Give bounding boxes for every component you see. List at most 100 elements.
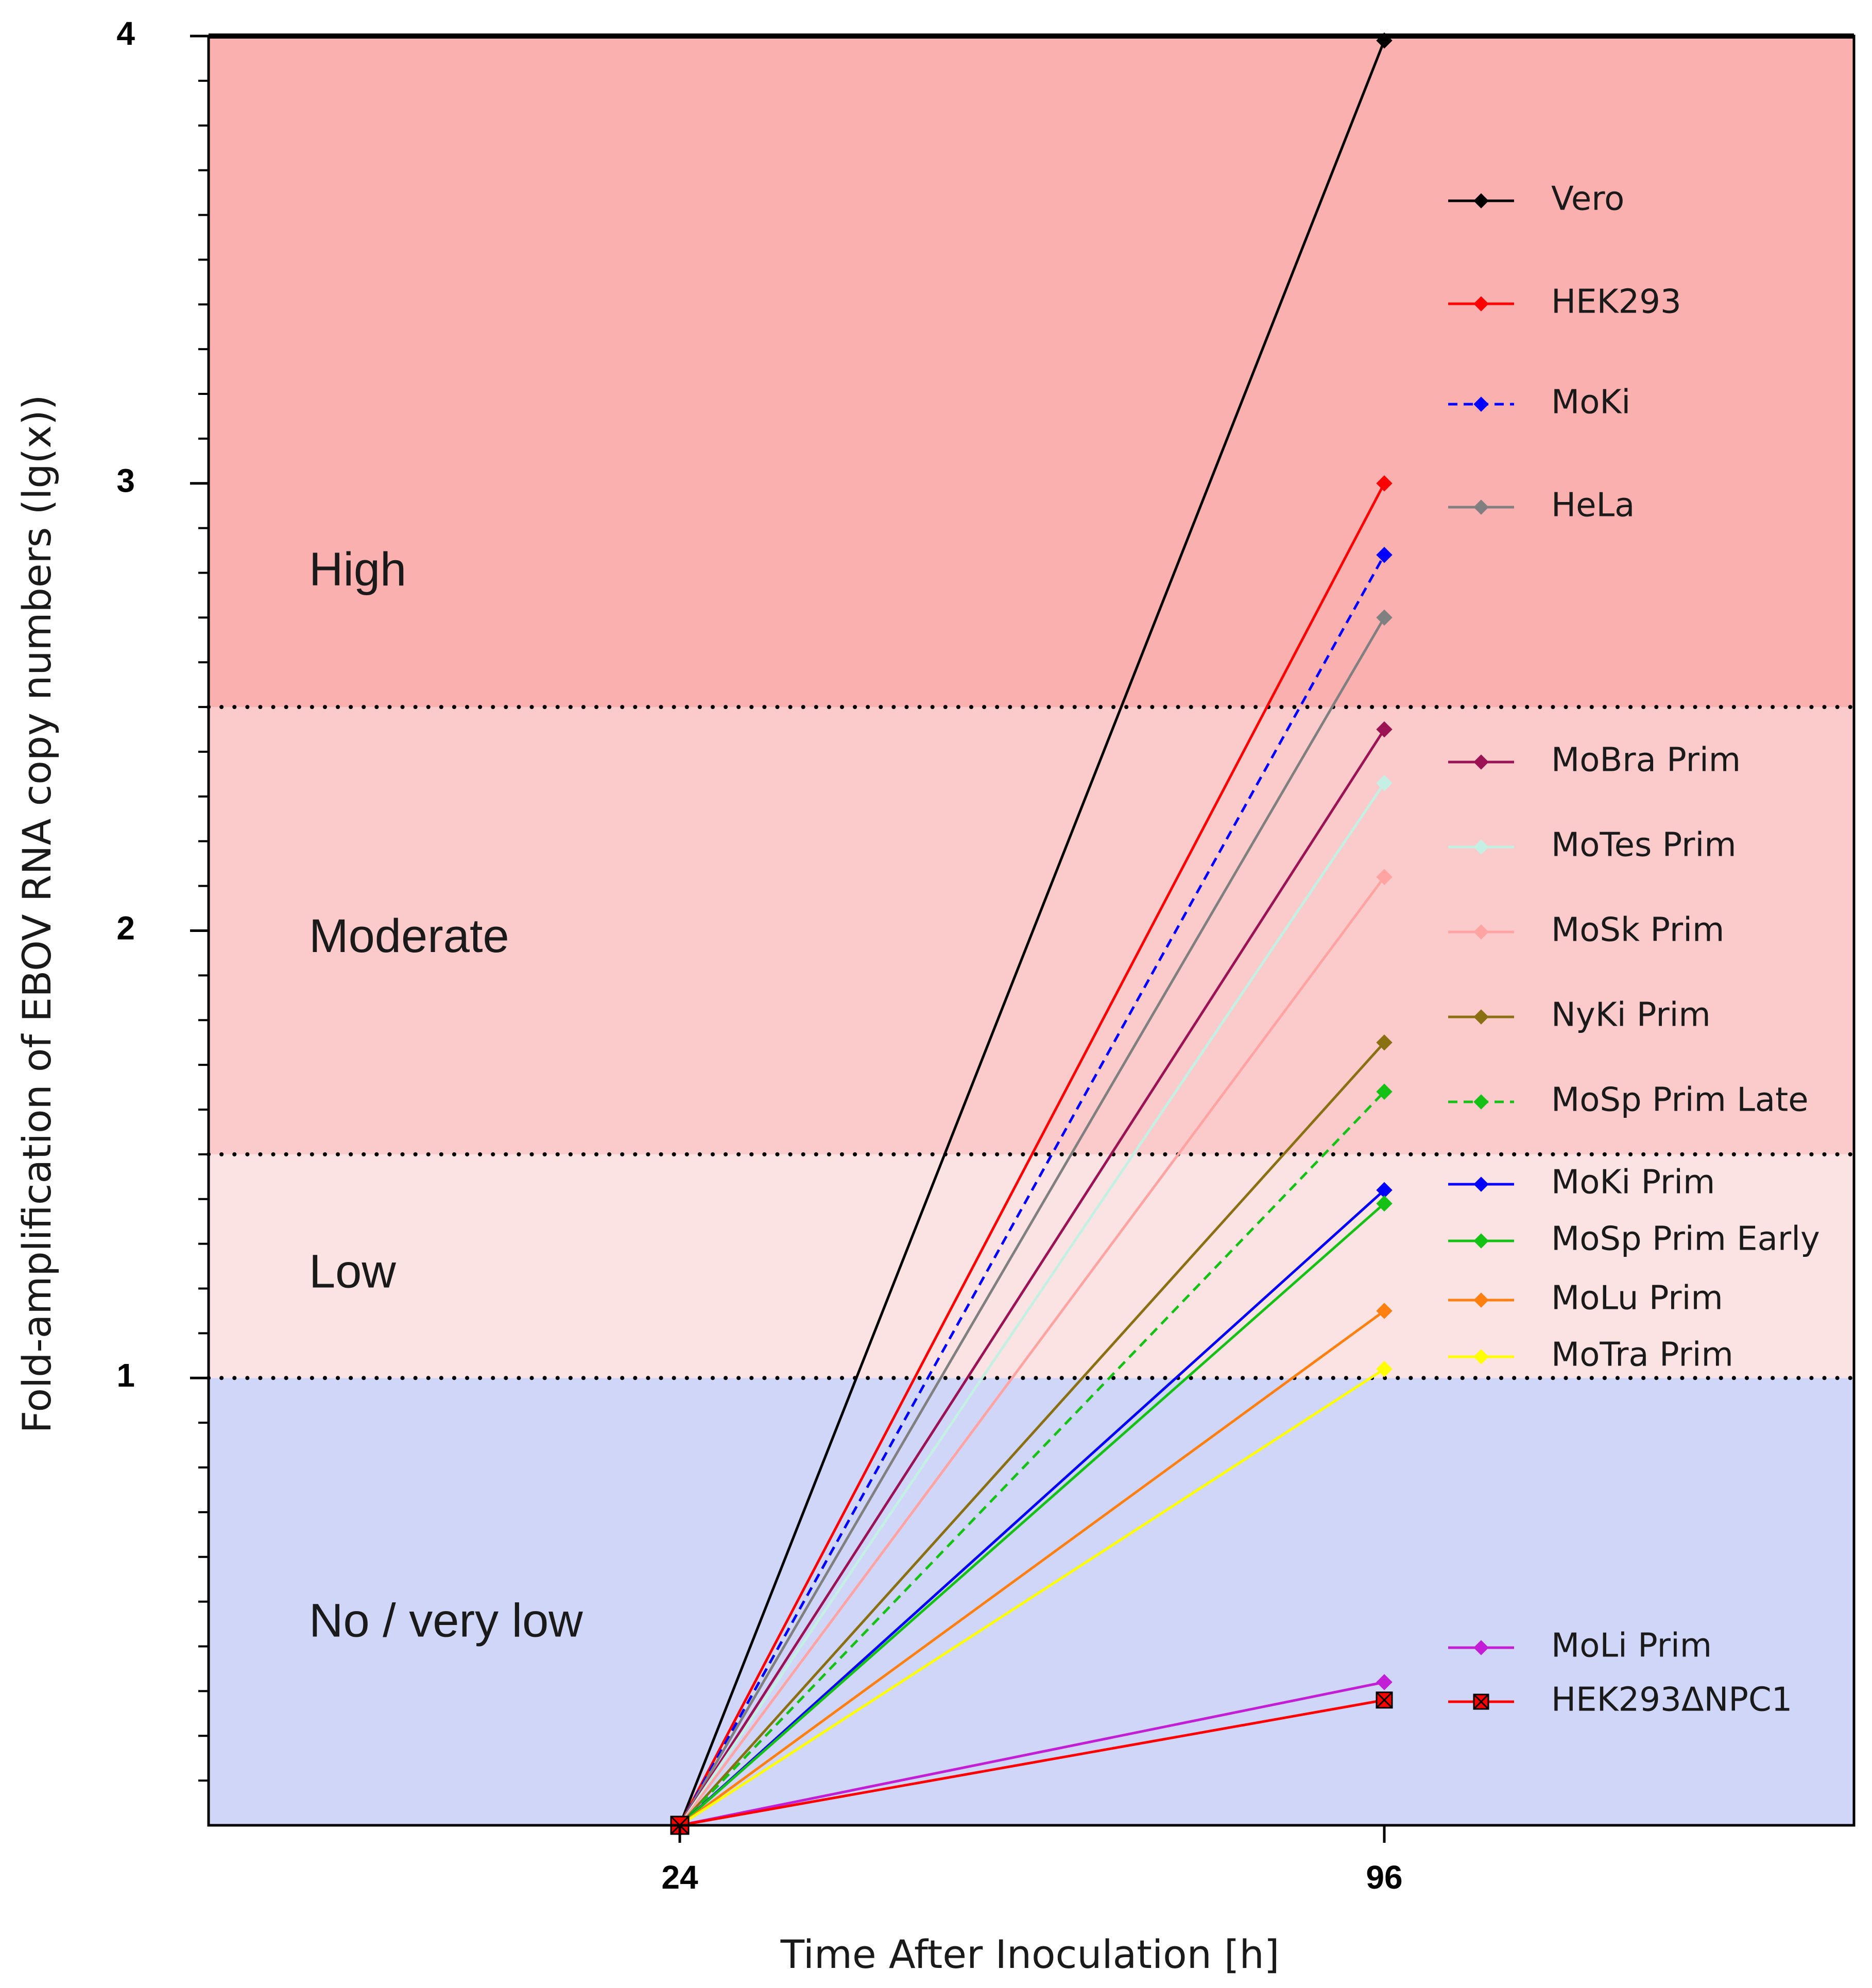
marker xyxy=(1376,609,1393,626)
legend-item-moli-prim: MoLi Prim xyxy=(1448,1627,1712,1665)
series-motes-prim xyxy=(678,775,1393,1826)
band-high xyxy=(209,36,1854,707)
series-molu-prim xyxy=(679,1303,1393,1827)
band-label-layer: No / very low Low Moderate High xyxy=(309,543,583,1647)
marker xyxy=(1473,1640,1489,1655)
series-mosk-prim xyxy=(678,869,1393,1826)
band-label-no-very-low: No / very low xyxy=(309,1594,583,1647)
series-line xyxy=(679,1681,1385,1827)
series-line xyxy=(678,782,1386,1826)
marker xyxy=(1376,1691,1393,1708)
marker xyxy=(1473,839,1489,855)
y-tick-label: 4 xyxy=(116,15,135,52)
legend-label: MoSk Prim xyxy=(1551,911,1724,949)
x-tick-label: 96 xyxy=(1366,1859,1402,1896)
legend-item-hek293-npc1: HEK293ΔNPC1 xyxy=(1448,1681,1792,1719)
marker xyxy=(1376,869,1393,885)
band-label-high: High xyxy=(309,543,406,596)
legend-item-mosp-prim-early: MoSp Prim Early xyxy=(1448,1220,1820,1258)
legend-item-hela: HeLa xyxy=(1448,487,1635,525)
legend-item-motes-prim: MoTes Prim xyxy=(1448,826,1737,865)
marker xyxy=(1376,475,1393,492)
legend-label: HeLa xyxy=(1551,487,1635,525)
marker xyxy=(1376,721,1393,738)
series-line xyxy=(679,1202,1385,1826)
legend-item-hek293: HEK293 xyxy=(1448,283,1681,321)
legend-label: Vero xyxy=(1551,180,1624,218)
legend-label: MoSp Prim Late xyxy=(1551,1081,1809,1119)
series-line xyxy=(678,482,1386,1826)
marker xyxy=(1376,1034,1393,1051)
marker xyxy=(1473,193,1489,209)
marker xyxy=(1473,1349,1489,1364)
legend-item-mosk-prim: MoSk Prim xyxy=(1448,911,1724,949)
series-line xyxy=(678,554,1386,1826)
marker xyxy=(1473,1292,1489,1308)
band-moderate xyxy=(209,707,1854,1154)
y-axis-title: Fold-amplification of EBOV RNA copy numb… xyxy=(14,395,60,1433)
series-line xyxy=(679,1042,1385,1826)
legend-item-mosp-prim-late: MoSp Prim Late xyxy=(1448,1081,1809,1119)
series-layer xyxy=(670,32,1393,1835)
marker xyxy=(1376,1083,1393,1100)
y-tick-label: 3 xyxy=(116,462,135,499)
series-line xyxy=(678,876,1386,1826)
series-moki xyxy=(678,547,1393,1826)
marker xyxy=(1473,754,1489,770)
marker xyxy=(1376,1361,1393,1377)
series-hela xyxy=(678,609,1393,1826)
legend-label: MoLu Prim xyxy=(1551,1280,1723,1318)
band-layer xyxy=(209,36,1854,1825)
legend-item-molu-prim: MoLu Prim xyxy=(1448,1280,1723,1318)
x-axis-title: Time After Inoculation [h] xyxy=(780,1931,1280,1977)
legend-item-mobra-prim: MoBra Prim xyxy=(1448,741,1741,780)
series-moli-prim xyxy=(679,1674,1393,1827)
series-mobra-prim xyxy=(678,721,1393,1826)
legend-label: MoKi Prim xyxy=(1551,1164,1715,1202)
series-line xyxy=(679,1699,1385,1827)
series-line xyxy=(678,40,1386,1826)
legend-label: MoTra Prim xyxy=(1551,1336,1733,1374)
series-line xyxy=(679,1368,1385,1827)
legend-item-motra-prim: MoTra Prim xyxy=(1448,1336,1733,1374)
marker xyxy=(1376,775,1393,791)
band-label-low: Low xyxy=(309,1246,396,1298)
legend-item-nyki-prim: NyKi Prim xyxy=(1448,996,1711,1034)
legend-label: MoKi xyxy=(1551,384,1630,422)
series-line xyxy=(678,617,1386,1826)
series-hek293-npc1 xyxy=(679,1691,1393,1827)
marker xyxy=(1376,1303,1393,1319)
legend-item-moki-prim: MoKi Prim xyxy=(1448,1164,1715,1202)
legend-label: MoLi Prim xyxy=(1551,1627,1712,1665)
y-tick-label: 1 xyxy=(116,1357,135,1394)
series-line xyxy=(679,1189,1385,1826)
x-tick-label: 24 xyxy=(661,1859,698,1896)
marker xyxy=(1473,296,1489,312)
series-motra-prim xyxy=(679,1361,1393,1827)
threshold-layer xyxy=(207,705,1856,1380)
legend-label: MoSp Prim Early xyxy=(1551,1220,1820,1258)
legend-label: HEK293 xyxy=(1551,283,1681,321)
axis-layer: 1 2 3 4 24 96 xyxy=(116,15,1856,1896)
marker xyxy=(1473,924,1489,940)
band-no-very-low xyxy=(209,1378,1854,1825)
marker xyxy=(1473,396,1489,412)
marker xyxy=(1376,1195,1393,1212)
series-hek293 xyxy=(678,475,1393,1826)
series-mosp-prim-late xyxy=(679,1083,1393,1826)
marker xyxy=(1473,1009,1489,1025)
marker xyxy=(1473,1094,1489,1110)
y-tick-label: 2 xyxy=(116,909,135,946)
legend: Vero HEK293 MoKi HeLa MoBra Prim MoTes Prim Mo… xyxy=(1448,180,1820,1719)
legend-label: HEK293ΔNPC1 xyxy=(1551,1681,1792,1719)
band-low xyxy=(209,1154,1854,1378)
series-line xyxy=(678,729,1386,1826)
band-label-moderate: Moderate xyxy=(309,910,509,962)
marker xyxy=(1376,1674,1393,1690)
legend-label: MoTes Prim xyxy=(1551,826,1737,865)
series-mosp-prim-early xyxy=(679,1195,1393,1826)
marker xyxy=(1473,1693,1489,1710)
series-line xyxy=(679,1309,1385,1827)
marker xyxy=(1473,1177,1489,1192)
